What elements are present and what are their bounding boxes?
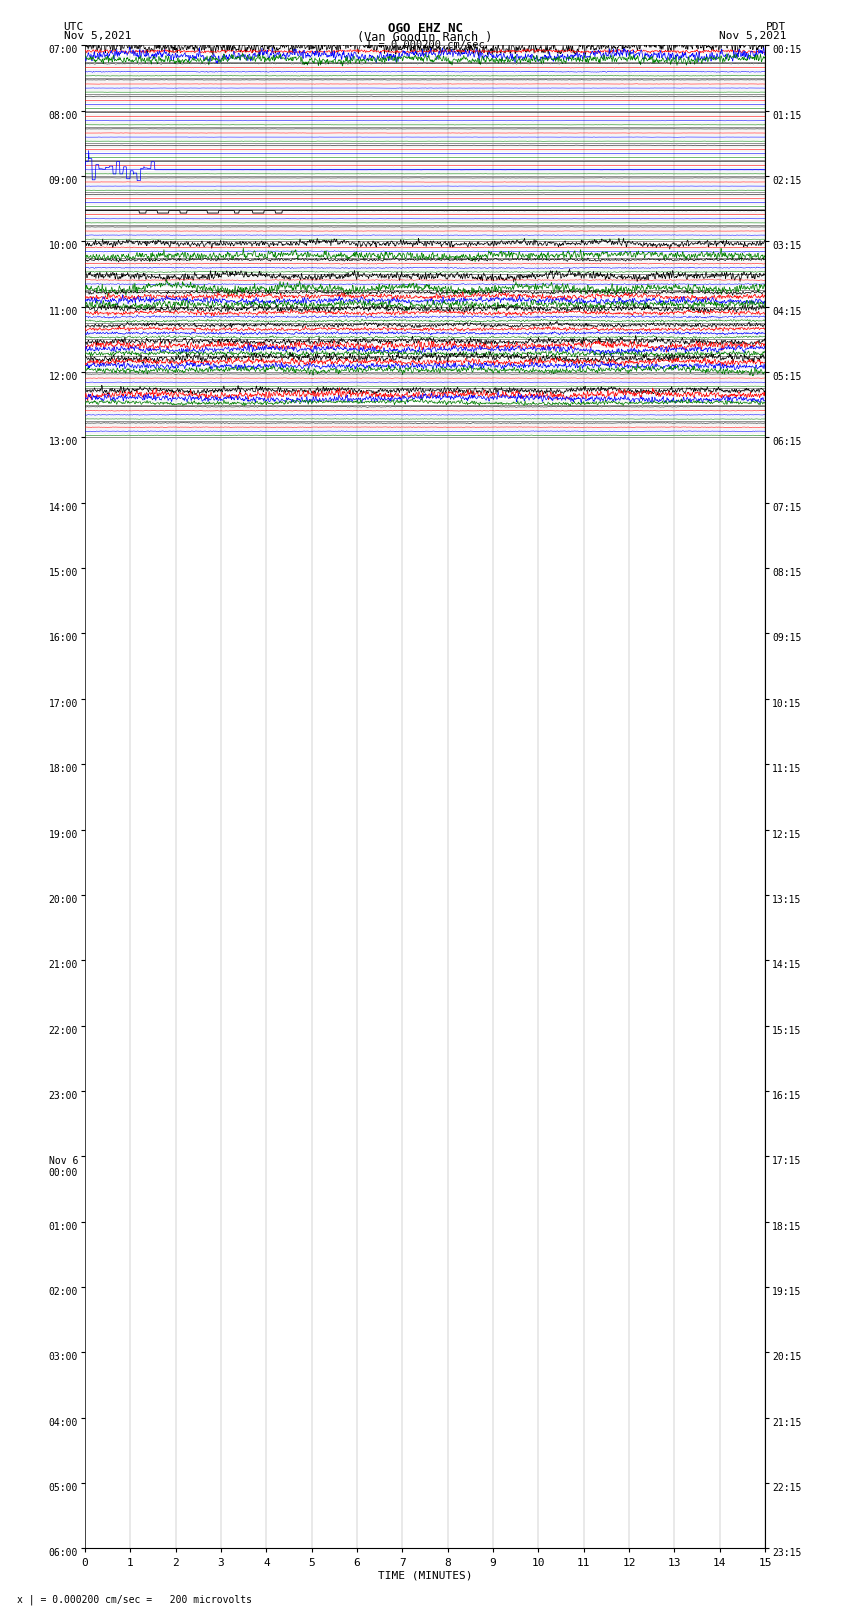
Text: (Van Goodin Ranch ): (Van Goodin Ranch ) xyxy=(357,31,493,44)
Text: x | = 0.000200 cm/sec =   200 microvolts: x | = 0.000200 cm/sec = 200 microvolts xyxy=(17,1594,252,1605)
Text: PDT: PDT xyxy=(766,23,786,32)
Text: Nov 5,2021: Nov 5,2021 xyxy=(719,31,786,40)
Text: Nov 5,2021: Nov 5,2021 xyxy=(64,31,131,40)
X-axis label: TIME (MINUTES): TIME (MINUTES) xyxy=(377,1571,473,1581)
Text: I = 0.000200 cm/sec: I = 0.000200 cm/sec xyxy=(366,39,484,50)
Text: UTC: UTC xyxy=(64,23,84,32)
Text: OGO EHZ NC: OGO EHZ NC xyxy=(388,23,462,35)
